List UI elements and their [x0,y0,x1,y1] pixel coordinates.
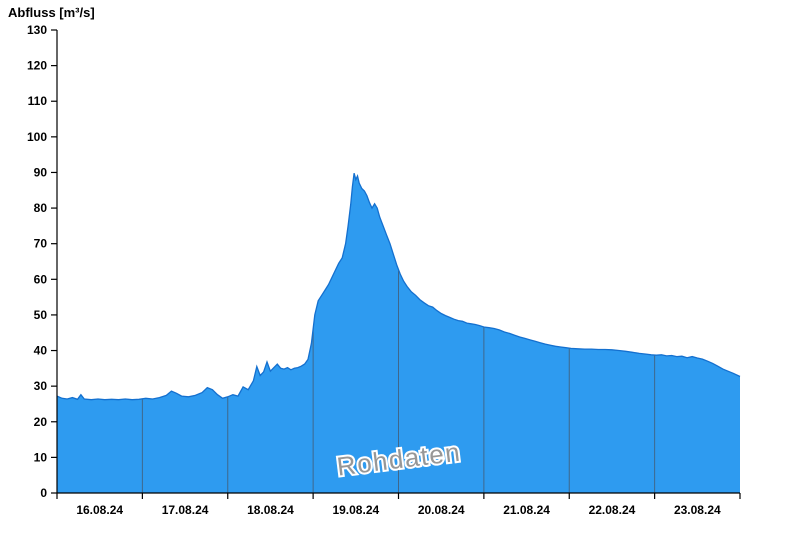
x-tick-label: 18.08.24 [247,503,294,517]
x-tick-label: 16.08.24 [76,503,123,517]
x-tick-label: 19.08.24 [332,503,379,517]
y-tick-label: 20 [34,415,48,429]
x-tick-label: 21.08.24 [503,503,550,517]
y-tick-label: 10 [34,450,48,464]
x-tick-label: 17.08.24 [162,503,209,517]
y-tick-label: 110 [28,94,48,108]
chart-title: Abfluss [m³/s] [8,5,95,20]
discharge-line [56,173,741,401]
y-tick-label: 60 [34,272,48,286]
y-tick-label: 120 [27,59,47,73]
y-tick-label: 70 [34,237,48,251]
y-tick-label: 40 [34,344,48,358]
x-tick-label: 20.08.24 [418,503,465,517]
y-tick-label: 80 [34,201,48,215]
x-tick-label: 23.08.24 [674,503,721,517]
y-tick-label: 130 [27,23,47,37]
y-tick-label: 100 [27,130,47,144]
x-tick-label: 22.08.24 [589,503,636,517]
y-tick-label: 50 [34,308,48,322]
y-tick-label: 0 [40,486,47,500]
y-tick-label: 30 [34,379,48,393]
y-tick-label: 90 [34,165,48,179]
